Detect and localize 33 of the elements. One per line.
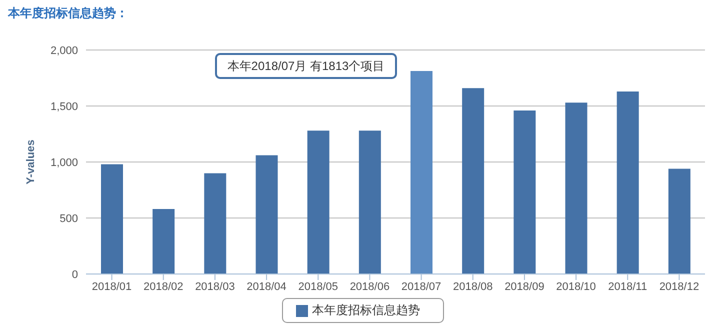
x-tick-label: 2018/11 <box>608 280 648 293</box>
x-tick-label: 2018/05 <box>298 280 338 293</box>
y-tick-label: 0 <box>72 268 78 281</box>
annotation: 本年2018/07月 有1813个项目 <box>215 53 397 79</box>
x-tick-label: 2018/12 <box>659 280 700 293</box>
bar <box>152 209 175 274</box>
bar <box>514 110 536 274</box>
x-tick-label: 2018/10 <box>556 280 596 293</box>
x-tick-label: 2018/09 <box>504 280 544 293</box>
legend-label: 本年度招标信息趋势 <box>312 303 420 317</box>
x-tick-label: 2018/01 <box>92 280 132 293</box>
bar <box>565 102 588 274</box>
bar <box>358 130 381 274</box>
bar <box>204 173 226 274</box>
x-tick-label: 2018/04 <box>246 280 286 293</box>
x-tick-label: 2018/07 <box>401 280 442 293</box>
y-tick-label: 2,000 <box>50 44 78 57</box>
bar <box>462 88 484 274</box>
x-tick-label: 2018/03 <box>195 280 235 293</box>
bar <box>668 168 690 274</box>
bar <box>101 164 123 274</box>
x-tick-label: 2018/08 <box>452 280 493 293</box>
chart-title: 本年度招标信息趋势： <box>8 5 128 22</box>
x-tick-label: 2018/06 <box>350 280 390 293</box>
bar <box>307 130 330 274</box>
bar <box>256 155 278 274</box>
bar <box>410 70 432 274</box>
bar <box>616 91 639 274</box>
x-tick-label: 2018/02 <box>143 280 184 293</box>
y-tick-label: 500 <box>60 212 78 225</box>
y-tick-label: 1,500 <box>50 100 78 113</box>
y-tick-label: 1,000 <box>50 156 78 169</box>
y-axis-title: Y-values <box>24 140 37 184</box>
